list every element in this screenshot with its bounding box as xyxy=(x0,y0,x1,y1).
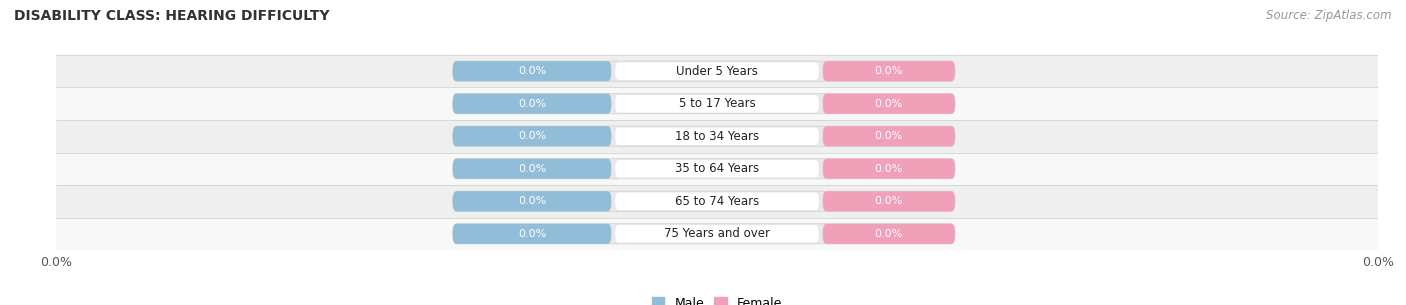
Text: 0.0%: 0.0% xyxy=(875,66,903,76)
Text: 18 to 34 Years: 18 to 34 Years xyxy=(675,130,759,143)
Bar xyxy=(56,55,1378,88)
Legend: Male, Female: Male, Female xyxy=(650,294,785,305)
Text: 0.0%: 0.0% xyxy=(517,196,546,206)
FancyBboxPatch shape xyxy=(453,159,612,179)
Text: 0.0%: 0.0% xyxy=(517,229,546,239)
Text: Source: ZipAtlas.com: Source: ZipAtlas.com xyxy=(1267,9,1392,22)
FancyBboxPatch shape xyxy=(453,191,612,211)
Text: 0.0%: 0.0% xyxy=(875,164,903,174)
FancyBboxPatch shape xyxy=(823,61,955,81)
Text: 0.0%: 0.0% xyxy=(875,229,903,239)
Text: Under 5 Years: Under 5 Years xyxy=(676,65,758,78)
FancyBboxPatch shape xyxy=(453,126,955,146)
FancyBboxPatch shape xyxy=(616,95,818,113)
Text: 0.0%: 0.0% xyxy=(517,99,546,109)
FancyBboxPatch shape xyxy=(616,127,818,145)
FancyBboxPatch shape xyxy=(453,61,612,81)
Text: 35 to 64 Years: 35 to 64 Years xyxy=(675,162,759,175)
FancyBboxPatch shape xyxy=(823,191,955,211)
Text: DISABILITY CLASS: HEARING DIFFICULTY: DISABILITY CLASS: HEARING DIFFICULTY xyxy=(14,9,329,23)
FancyBboxPatch shape xyxy=(453,126,612,146)
FancyBboxPatch shape xyxy=(823,224,955,244)
FancyBboxPatch shape xyxy=(823,94,955,114)
FancyBboxPatch shape xyxy=(453,159,955,179)
FancyBboxPatch shape xyxy=(616,225,818,242)
FancyBboxPatch shape xyxy=(453,224,612,244)
Text: 0.0%: 0.0% xyxy=(517,131,546,141)
FancyBboxPatch shape xyxy=(823,126,955,146)
FancyBboxPatch shape xyxy=(616,63,818,80)
Text: 0.0%: 0.0% xyxy=(517,66,546,76)
FancyBboxPatch shape xyxy=(453,191,955,211)
Text: 0.0%: 0.0% xyxy=(875,196,903,206)
Bar xyxy=(56,217,1378,250)
Text: 0.0%: 0.0% xyxy=(875,131,903,141)
Text: 65 to 74 Years: 65 to 74 Years xyxy=(675,195,759,208)
Bar xyxy=(56,120,1378,152)
Text: 0.0%: 0.0% xyxy=(517,164,546,174)
Text: 5 to 17 Years: 5 to 17 Years xyxy=(679,97,755,110)
Bar xyxy=(56,88,1378,120)
FancyBboxPatch shape xyxy=(453,94,612,114)
FancyBboxPatch shape xyxy=(453,224,955,244)
Bar xyxy=(56,185,1378,217)
FancyBboxPatch shape xyxy=(453,94,955,114)
FancyBboxPatch shape xyxy=(616,192,818,210)
FancyBboxPatch shape xyxy=(453,61,955,81)
FancyBboxPatch shape xyxy=(823,159,955,179)
FancyBboxPatch shape xyxy=(616,160,818,178)
Text: 0.0%: 0.0% xyxy=(875,99,903,109)
Text: 75 Years and over: 75 Years and over xyxy=(664,227,770,240)
Bar xyxy=(56,152,1378,185)
